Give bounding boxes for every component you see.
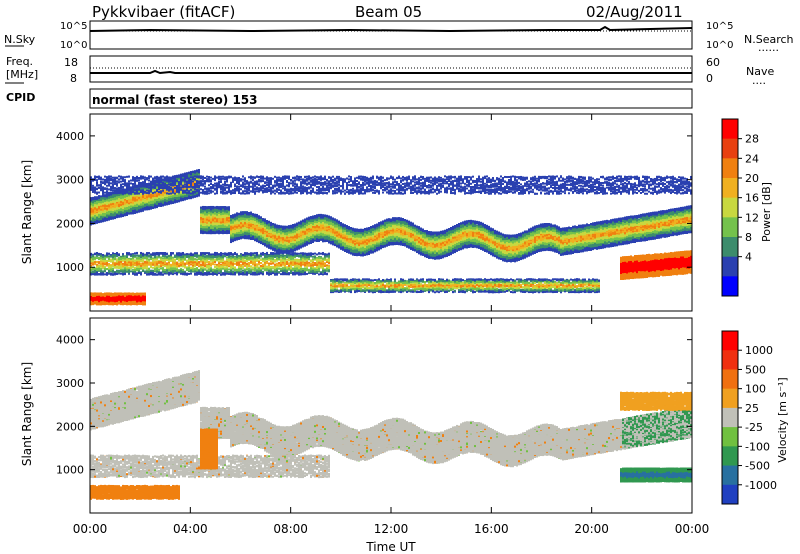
nsearch-legend-dots: ...... xyxy=(758,41,779,54)
velocity-frame xyxy=(90,318,692,513)
power-colorbar-swatch xyxy=(722,237,738,257)
power-ytick-label: 2000 xyxy=(56,217,84,230)
noise-left-tick-top: 10^5 xyxy=(60,21,87,32)
velocity-colorbar-tick-label: 500 xyxy=(745,363,766,376)
freq-right-tick-bottom: 0 xyxy=(706,72,713,85)
power-colorbar-tick-label: 28 xyxy=(745,133,759,146)
noise-panel: N.Sky 10^5 10^0 10^5 10^0 N.Search .....… xyxy=(4,21,794,54)
power-colorbar-tick-label: 8 xyxy=(745,231,752,244)
beam-label: Beam 05 xyxy=(355,3,422,21)
power-colorbar-swatch xyxy=(722,257,738,277)
freq-line xyxy=(90,71,692,73)
velocity-colorbar-tick-label: -1000 xyxy=(745,479,777,492)
power-colorbar-swatch xyxy=(722,276,738,296)
freq-left-tick-top: 18 xyxy=(64,56,78,69)
velocity-scatter-data xyxy=(90,370,692,500)
noise-sky-line xyxy=(90,27,692,31)
power-ytick-label: 1000 xyxy=(56,261,84,274)
velocity-ytick-label: 4000 xyxy=(56,334,84,347)
power-scatter-data xyxy=(90,169,692,305)
velocity-colorbar-tick-label: -25 xyxy=(745,421,763,434)
freq-panel: Freq. [MHz] 18 8 60 0 Nave .... xyxy=(5,55,774,87)
power-colorbar-swatch xyxy=(722,119,738,139)
noise-right-tick-bottom: 10^0 xyxy=(706,40,733,51)
power-colorbar-tick-label: 12 xyxy=(745,211,759,224)
power-colorbar-label: Power [dB] xyxy=(760,182,773,242)
velocity-colorbar-swatch xyxy=(722,427,738,447)
time-tick-label: 08:00 xyxy=(273,522,308,536)
cpid-panel: CPID normal (fast stereo) 153 xyxy=(6,89,692,108)
velocity-colorbar-swatch xyxy=(722,331,738,351)
velocity-colorbar-tick-label: 100 xyxy=(745,383,766,396)
velocity-colorbar-swatch xyxy=(722,466,738,486)
velocity-ytick-label: 3000 xyxy=(56,377,84,390)
power-colorbar-swatch xyxy=(722,217,738,237)
time-tick-label: 04:00 xyxy=(173,522,208,536)
nsky-label: N.Sky xyxy=(4,33,36,46)
velocity-colorbar-swatch xyxy=(722,446,738,466)
freq-left-tick-bottom: 8 xyxy=(70,72,77,85)
velocity-colorbar-tick-label: -100 xyxy=(745,440,770,453)
power-colorbar: 28 24 20 16 12 8 4 xyxy=(722,119,759,297)
cpid-text: normal (fast stereo) 153 xyxy=(92,93,258,107)
power-colorbar-tick-label: 4 xyxy=(745,251,752,264)
power-colorbar-tick-label: 24 xyxy=(745,152,759,165)
velocity-ytick-label: 1000 xyxy=(56,464,84,477)
velocity-colorbar-swatch xyxy=(722,408,738,428)
power-colorbar-swatch xyxy=(722,198,738,218)
power-colorbar-tick-label: 20 xyxy=(745,172,759,185)
power-panel: 4000 3000 2000 1000 Slant Range [km] 28 24 20… xyxy=(20,114,773,311)
velocity-colorbar-tick-label: -500 xyxy=(745,460,770,473)
time-tick-label: 12:00 xyxy=(374,522,409,536)
power-colorbar-swatch xyxy=(722,158,738,178)
freq-label: Freq. xyxy=(6,55,33,68)
power-ytick-label: 4000 xyxy=(56,130,84,143)
station-title: Pykkvibaer (fitACF) xyxy=(92,3,235,21)
velocity-y-axis-label: Slant Range [km] xyxy=(20,362,34,466)
power-y-axis-label: Slant Range [km] xyxy=(20,160,34,264)
time-axis-label: Time UT xyxy=(365,540,416,554)
velocity-colorbar-tick-label: 1000 xyxy=(745,344,773,357)
freq-right-tick-top: 60 xyxy=(706,56,720,69)
noise-frame xyxy=(90,21,692,49)
velocity-colorbar-swatch xyxy=(722,485,738,505)
freq-frame xyxy=(90,56,692,82)
velocity-colorbar-label: Velocity [m s⁻¹] xyxy=(776,377,789,462)
velocity-colorbar: 1000 500 100 25 -25 -100 -500 -1000 xyxy=(722,331,777,505)
time-tick-label: 16:00 xyxy=(474,522,509,536)
velocity-colorbar-swatch xyxy=(722,369,738,389)
nave-legend-dots: .... xyxy=(752,74,766,87)
power-ytick-label: 3000 xyxy=(56,174,84,187)
noise-left-tick-bottom: 10^0 xyxy=(60,40,87,51)
date-label: 02/Aug/2011 xyxy=(586,3,683,21)
velocity-panel: 4000 3000 2000 1000 00:00 04:00 08:00 12:00 16:… xyxy=(20,318,789,536)
velocity-colorbar-tick-label: 25 xyxy=(745,402,759,415)
noise-right-tick-top: 10^5 xyxy=(706,21,733,32)
power-colorbar-swatch xyxy=(722,139,738,159)
time-tick-label: 00:00 xyxy=(675,522,710,536)
velocity-colorbar-swatch xyxy=(722,389,738,409)
cpid-label: CPID xyxy=(6,91,35,104)
velocity-colorbar-swatch xyxy=(722,350,738,370)
freq-unit-label: [MHz] xyxy=(6,68,38,81)
power-colorbar-tick-label: 16 xyxy=(745,192,759,205)
time-tick-label: 20:00 xyxy=(574,522,609,536)
time-tick-label: 00:00 xyxy=(73,522,108,536)
power-colorbar-swatch xyxy=(722,178,738,198)
velocity-ytick-label: 2000 xyxy=(56,420,84,433)
